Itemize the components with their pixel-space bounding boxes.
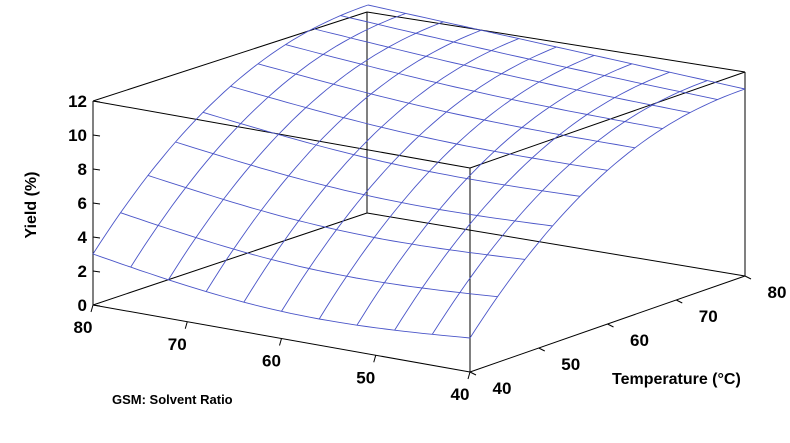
mesh-line-temp-5: [230, 85, 608, 171]
mesh-line-temp-3: [175, 141, 553, 227]
y-tick-label: 40: [451, 385, 470, 404]
box-edge-back-bottom-right: [366, 212, 746, 277]
z-tick-label: 0: [78, 296, 87, 315]
z-tick-mark: [92, 270, 101, 273]
y-tick-mark: [279, 338, 282, 346]
z-tick-label: 8: [78, 160, 87, 179]
x-tick-mark: [676, 299, 683, 304]
y-tick-label: 70: [168, 335, 187, 354]
z-axis-title: Yield (%): [23, 172, 40, 239]
z-tick-label: 4: [78, 228, 88, 247]
x-tick-label: 40: [493, 379, 512, 398]
z-tick-mark: [92, 168, 101, 171]
x-tick-label: 70: [699, 307, 718, 326]
mesh-line-ratio-9: [130, 12, 406, 268]
mesh-line-ratio-3: [356, 63, 633, 326]
surface-mesh: [92, 4, 746, 339]
z-tick-mark: [92, 304, 101, 307]
z-tick-mark: [92, 236, 101, 239]
box-edge-back-bottom-left: [92, 212, 368, 306]
mesh-line-temp-10: [367, 4, 746, 90]
x-tick-label: 80: [768, 283, 787, 302]
mesh-line-temp-0: [92, 253, 471, 339]
mesh-line-ratio-4: [318, 54, 595, 320]
mesh-line-ratio-8: [168, 21, 444, 281]
plot-box: [92, 11, 746, 373]
box-edge-front-top-left: [92, 100, 471, 169]
box-edge-back-top-right: [366, 11, 746, 73]
x-axis-title: Temperature (°C): [612, 371, 741, 388]
y-axis-ticks: 80 70 60 50 40: [74, 304, 471, 404]
x-tick-mark: [744, 275, 752, 280]
mesh-line-temp-2: [147, 174, 526, 260]
z-tick-label: 2: [78, 262, 87, 281]
y-tick-label: 50: [356, 368, 375, 387]
y-tick-mark: [90, 304, 94, 313]
y-tick-label: 60: [262, 352, 281, 371]
x-axis-ticks: 40 50 60 70 80: [469, 275, 787, 398]
x-tick-label: 50: [561, 355, 580, 374]
z-tick-mark: [92, 100, 101, 103]
y-tick-mark: [467, 371, 471, 380]
x-tick-mark: [538, 347, 545, 352]
box-edge-front-top-right: [469, 71, 746, 169]
x-tick-mark: [607, 323, 614, 328]
z-axis-ticks: 0 2 4 6 8 10 12: [68, 92, 101, 315]
box-edge-back-top: [92, 11, 368, 102]
y-tick-mark: [373, 355, 377, 363]
mesh-line-temp-4: [202, 111, 581, 197]
mesh-line-temp-9: [340, 15, 718, 101]
z-tick-mark: [92, 134, 101, 137]
y-tick-mark: [184, 321, 188, 329]
z-tick-mark: [92, 202, 101, 205]
z-tick-label: 12: [68, 92, 87, 111]
y-tick-label: 80: [74, 318, 93, 337]
mesh-line-ratio-0: [469, 88, 746, 339]
x-tick-mark: [469, 371, 477, 376]
mesh-line-ratio-10: [92, 4, 369, 255]
mesh-line-temp-6: [257, 63, 636, 149]
x-tick-label: 60: [630, 331, 649, 350]
z-tick-label: 10: [68, 126, 87, 145]
y-axis-title: GSM: Solvent Ratio: [112, 392, 233, 407]
mesh-line-temp-7: [285, 44, 663, 130]
mesh-line-temp-8: [312, 28, 691, 114]
z-tick-label: 6: [78, 194, 87, 213]
mesh-line-temp-1: [120, 212, 498, 298]
